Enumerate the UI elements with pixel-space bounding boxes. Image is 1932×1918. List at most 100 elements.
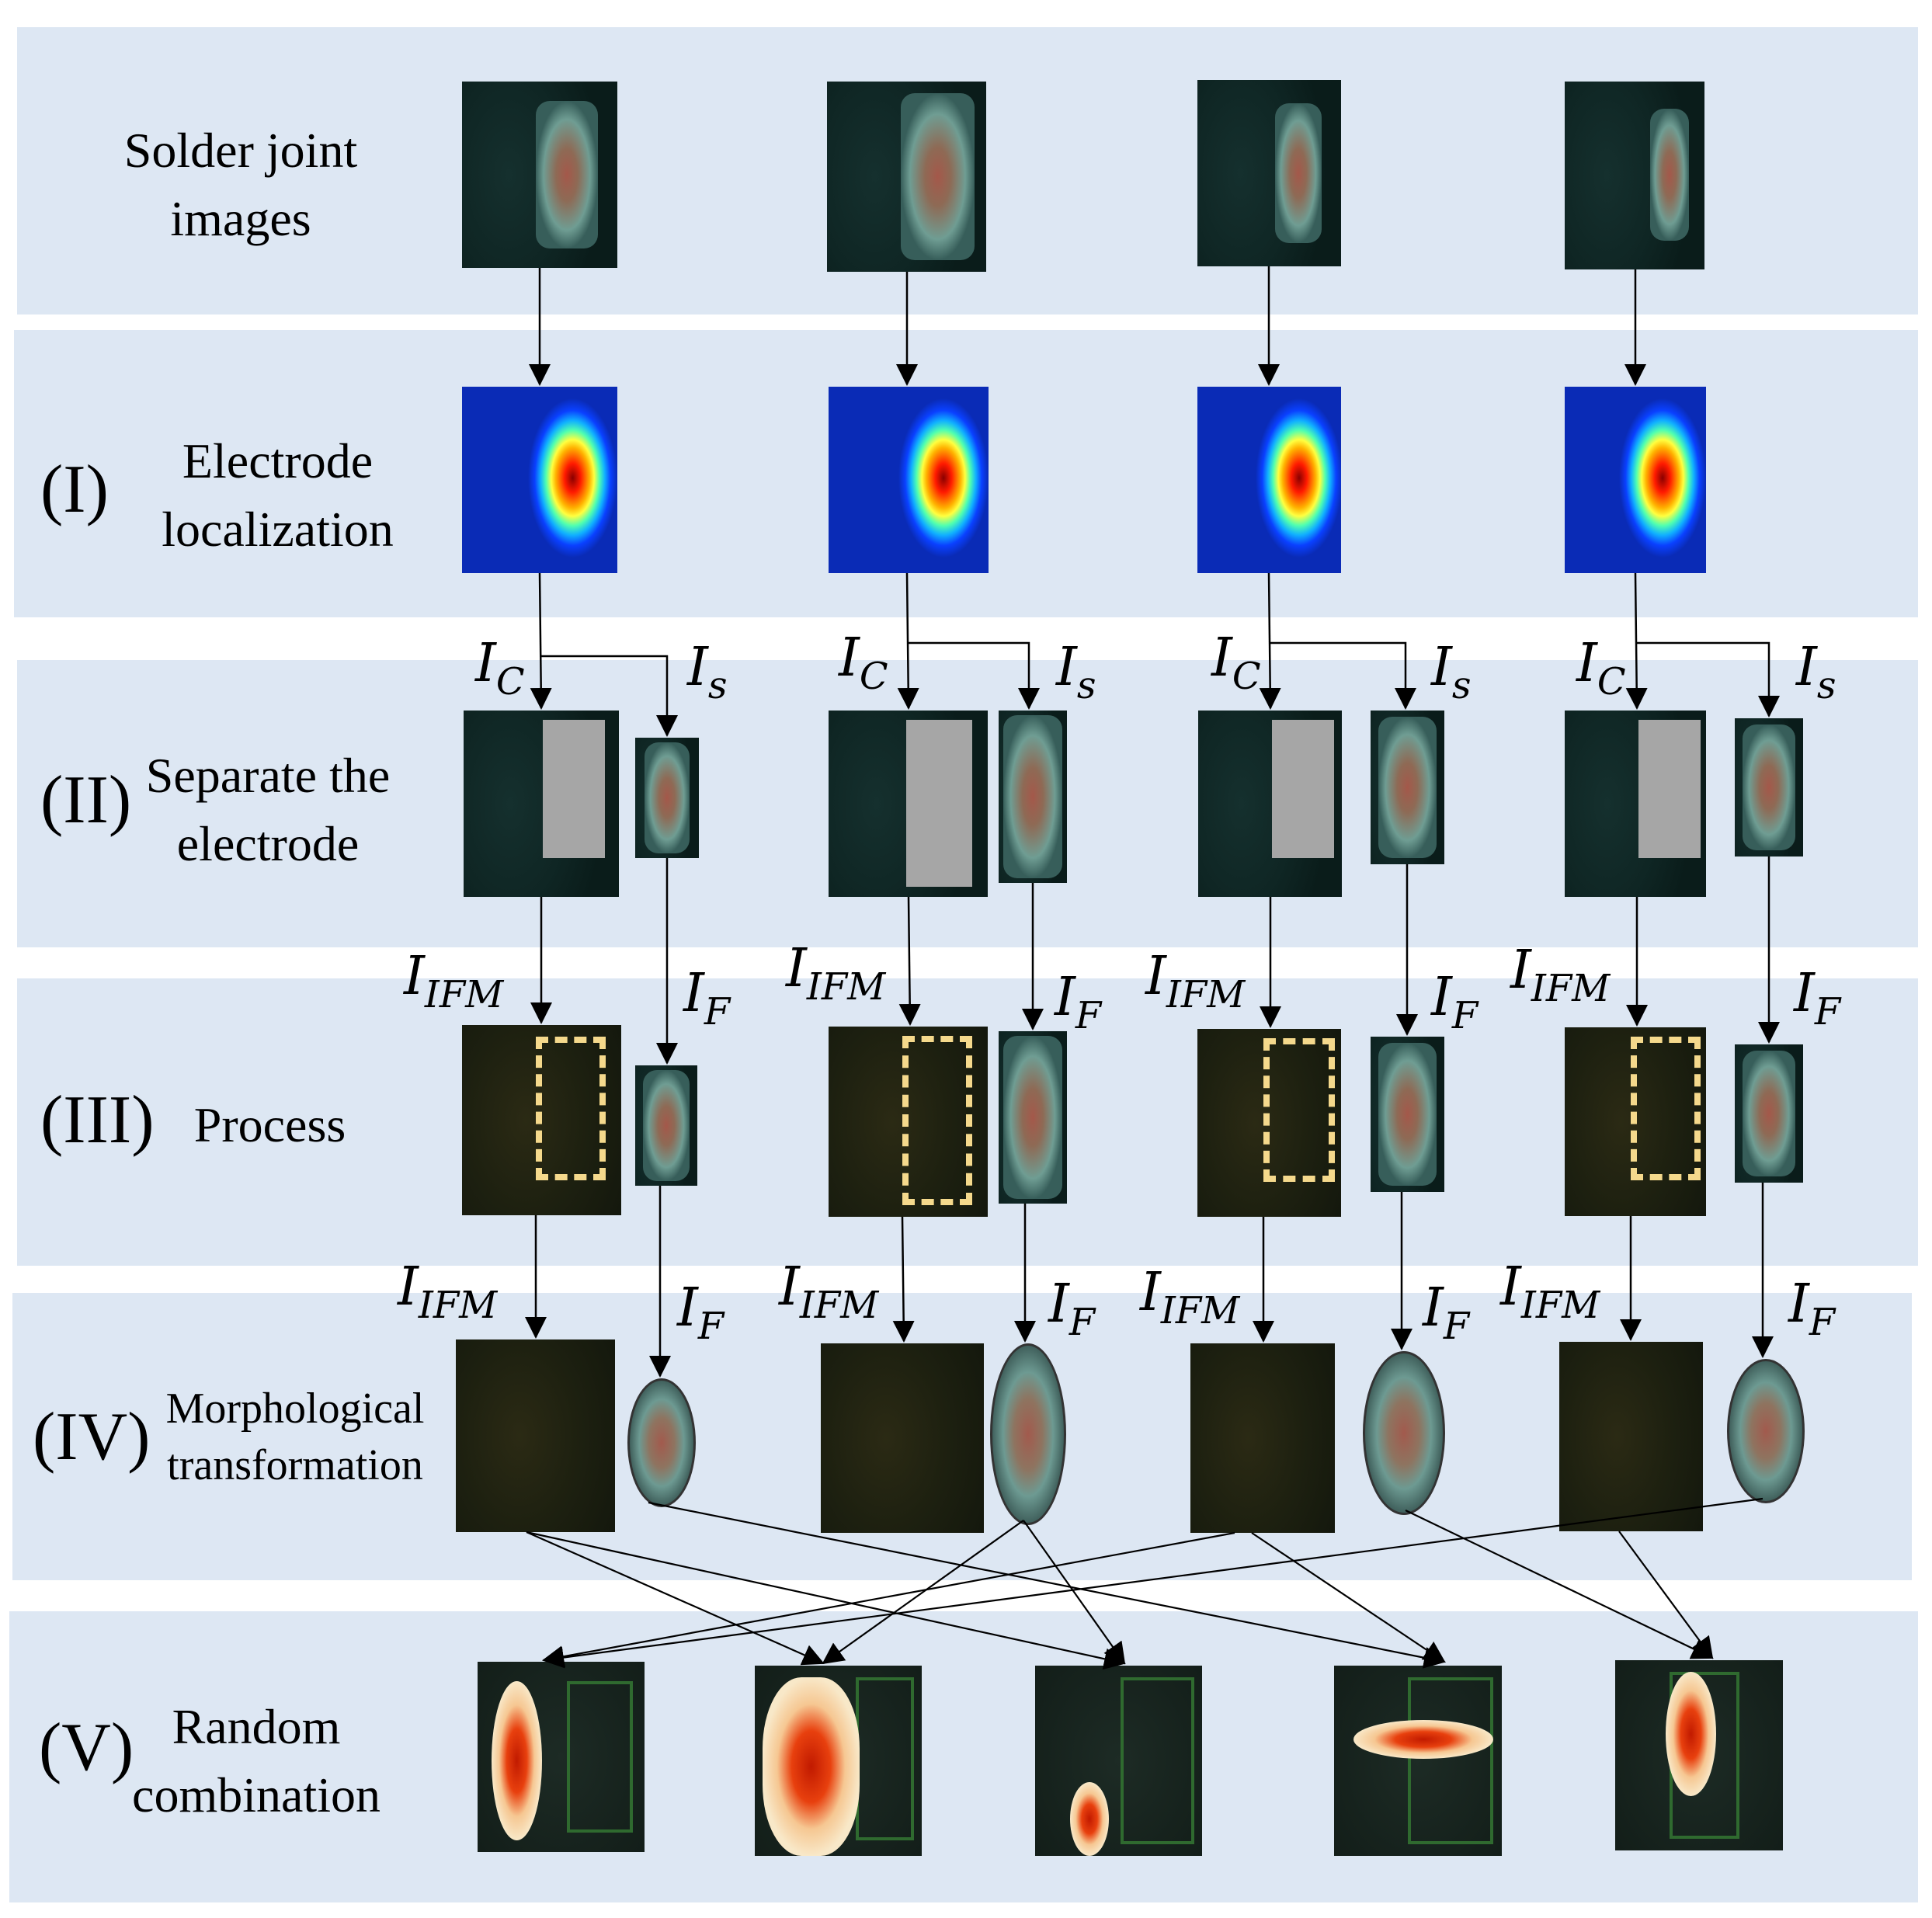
combined-image-1 [478,1662,645,1852]
var-base: I [1055,967,1075,1028]
var-ic-2: IC [839,627,888,698]
stage-numeral-iv: (IV) [33,1399,151,1475]
if-processed-3 [1371,1037,1444,1192]
stage-label-line: transformation [167,1440,423,1489]
if-ellipse-2 [990,1343,1066,1525]
var-base: I [1510,940,1531,1001]
var-base: I [683,963,704,1024]
ifm-processed-4 [1565,1027,1706,1216]
ic-masked-1 [464,711,619,897]
heatmap-2 [829,387,989,573]
if-ellipse-3 [1363,1351,1445,1515]
combined-frame [567,1681,633,1833]
stage-label-process: Process [171,1091,369,1159]
var-sub: IFM [1166,972,1246,1016]
var-iifm-4: IIFM [1510,940,1610,1010]
var-base: I [475,633,496,694]
ic-masked-4 [1565,711,1706,897]
var-iifm-2: IIFM [786,938,885,1009]
combined-hotspot [763,1677,860,1856]
var-iifm-morph-2: IIFM [779,1256,878,1327]
ifm-processed-3 [1197,1029,1341,1217]
var-base: I [1048,1273,1069,1335]
var-base: I [839,627,860,689]
var-sub: C [1232,654,1261,698]
stage-label-line: Electrode [182,433,374,488]
var-base: I [1431,967,1452,1028]
stage-label-morphological: Morphological transformation [151,1381,439,1494]
stage-label-line: images [170,191,311,247]
var-if-morph-3: IF [1423,1277,1469,1348]
ifm-morph-2 [821,1343,984,1533]
var-ic-4: IC [1576,633,1626,704]
var-sub: IFM [799,1283,879,1327]
var-base: I [404,946,425,1007]
var-iifm-morph-1: IIFM [398,1256,497,1327]
solder-image-1 [462,82,617,268]
var-sub: F [1809,1300,1836,1344]
stage-label-line: combination [132,1767,380,1823]
var-base: I [687,637,708,698]
ifm-morph-4 [1559,1342,1703,1531]
ifm-morph-3 [1190,1343,1335,1533]
ic-masked-3 [1198,711,1342,897]
stage-numeral-v: (V) [39,1710,134,1785]
if-ellipse-1 [627,1378,696,1507]
var-base: I [1796,637,1817,698]
solder-image-3 [1197,80,1341,266]
var-sub: IFM [1531,966,1611,1010]
stage-label-line: localization [162,502,394,558]
var-sub: s [707,663,728,707]
stage-label-line: Random [172,1699,341,1754]
var-sub: F [697,1304,724,1348]
band-random-combination [9,1611,1918,1902]
var-sub: C [859,654,888,698]
heatmap-4 [1565,387,1706,573]
var-sub: IFM [806,964,886,1009]
if-processed-2 [999,1031,1067,1204]
var-if-1: IF [683,963,730,1034]
combined-hotspot [1070,1782,1109,1856]
combined-frame [1121,1677,1194,1844]
stage-label-random-combination: Random combination [109,1693,404,1830]
var-base: I [1576,633,1597,694]
var-sub: F [1814,989,1841,1034]
var-base: I [677,1277,698,1339]
stage-label-solder-images: Solder joint images [93,116,388,254]
ifm-processed-1 [462,1025,621,1215]
var-sub: IFM [1160,1288,1240,1333]
var-base: I [398,1256,419,1318]
var-base: I [1140,1262,1161,1323]
stage-label-electrode-localization: Electrode localization [140,427,415,565]
var-sub: IFM [424,972,504,1016]
var-sub: s [1451,663,1472,707]
stage-label-line: Separate the [145,748,391,803]
ic-masked-2 [829,711,988,897]
var-sub: F [704,989,731,1034]
var-base: I [1794,963,1815,1024]
var-if-morph-2: IF [1048,1273,1095,1344]
heatmap-3 [1197,387,1341,573]
var-base: I [1211,627,1232,689]
var-iifm-3: IIFM [1145,946,1245,1016]
combined-hotspot [1353,1720,1493,1759]
combined-frame [1408,1677,1493,1844]
var-is-3: Is [1431,637,1472,707]
combined-hotspot [492,1681,542,1840]
combined-image-2 [755,1666,922,1856]
var-base: I [1056,637,1077,698]
combined-image-5 [1615,1660,1783,1850]
var-sub: s [1076,663,1096,707]
stage-label-separate: Separate the electrode [128,742,408,879]
is-crop-2 [999,711,1067,883]
stage-label-line: Process [193,1097,346,1152]
var-sub: F [1451,993,1479,1037]
var-ic-3: IC [1211,627,1261,698]
stage-numeral-ii: (II) [40,763,132,838]
ifm-processed-2 [829,1027,988,1217]
var-is-1: Is [687,637,728,707]
if-processed-1 [635,1065,697,1186]
var-base: I [1788,1273,1809,1335]
var-base: I [1423,1277,1444,1339]
